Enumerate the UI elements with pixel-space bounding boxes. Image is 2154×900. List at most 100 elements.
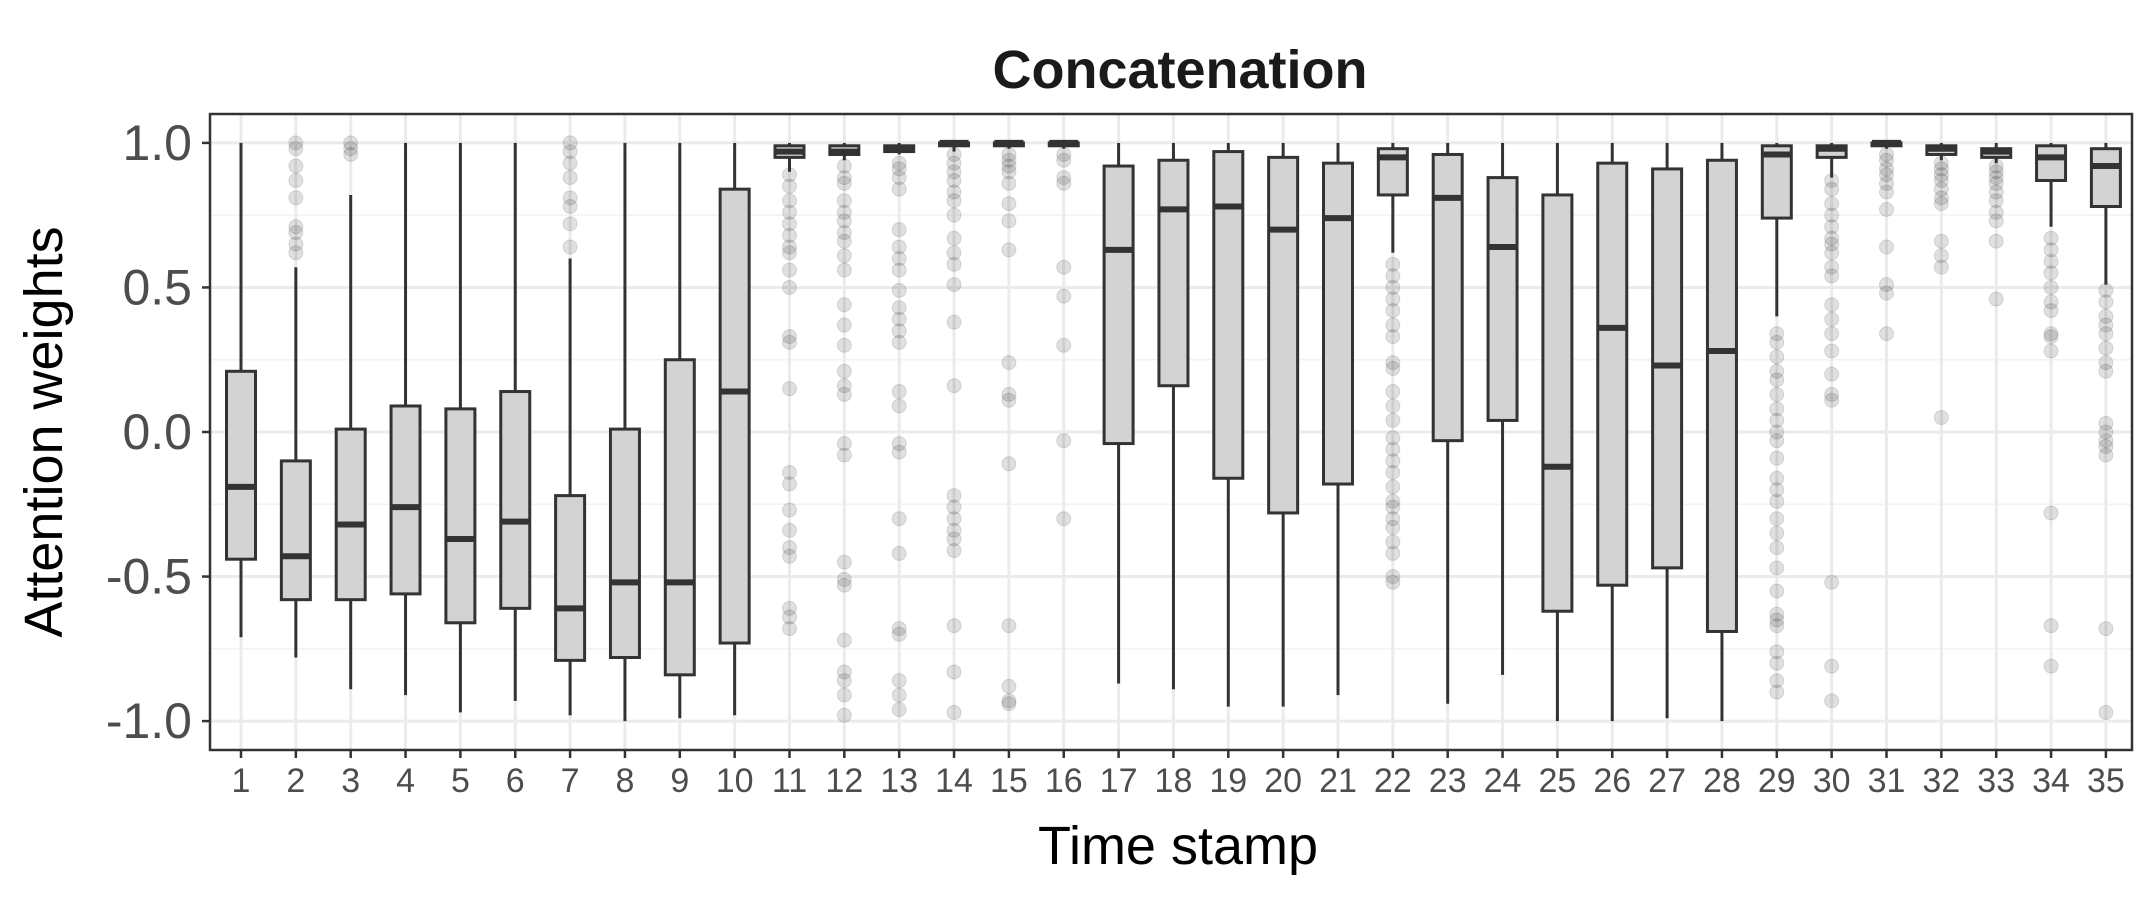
x-tick-label: 35 [2087,762,2125,800]
x-tick-label: 24 [1484,762,1522,800]
outlier-point [1769,470,1785,486]
outlier-point [1769,612,1785,628]
outlier-point [946,704,962,720]
iqr-box [1760,144,1793,220]
iqr-box [554,494,587,662]
outlier-point [2043,329,2059,345]
chart-title: Concatenation [992,40,1367,100]
outlier-point [2043,265,2059,281]
outlier-point [891,300,907,316]
y-tick-label: 0.0 [122,404,192,460]
outlier-point [946,314,962,330]
outlier-point [1769,424,1785,440]
x-tick-label: 5 [451,762,470,800]
outlier-point [1385,511,1401,527]
outlier-point [562,144,578,160]
outlier-point [891,702,907,718]
outlier-point [782,204,797,220]
outlier-point [1001,175,1017,191]
outlier-point [1385,545,1401,561]
box-28 [1705,142,1738,722]
outlier-point [1056,337,1072,353]
outlier-point [1385,499,1401,515]
outlier-point [1056,511,1072,527]
box-29 [1760,142,1793,700]
box-21 [1322,142,1354,696]
iqr-box [334,427,367,602]
outlier-point [782,522,797,538]
box-26 [1596,142,1629,722]
outlier-point [1385,355,1401,371]
outlier-point [1385,534,1401,550]
outlier-point [2043,658,2059,674]
outlier-point [1001,693,1017,709]
x-tick-label: 18 [1155,762,1193,800]
outlier-point [2043,303,2059,319]
x-tick-label: 17 [1100,762,1138,800]
outlier-point [2098,438,2114,454]
outlier-point [1824,245,1840,261]
outlier-point [1824,392,1840,408]
outlier-point [891,398,907,414]
outlier-point [946,193,962,209]
outlier-point [946,378,962,394]
outlier-point [1385,384,1401,400]
iqr-box [1486,176,1519,422]
x-tick-label: 33 [1977,762,2015,800]
outlier-point [1879,277,1894,293]
outlier-point [836,233,852,249]
outlier-point [946,511,962,527]
x-tick-label: 11 [772,762,807,800]
outlier-point [288,135,304,151]
outlier-point [782,193,797,209]
outlier-point [836,378,852,394]
iqr-box [389,404,422,596]
box-5 [444,142,477,713]
y-axis: 1.0 0.5 0.0 -0.5 -1.0 [106,115,210,749]
box-2 [279,135,312,658]
box-22 [1376,142,1409,590]
box-16 [1047,139,1080,527]
outlier-point [782,227,797,243]
outlier-point [891,262,907,278]
outlier-point [1001,213,1017,229]
outlier-point [836,193,852,209]
x-tick-label: 27 [1648,762,1686,800]
box-6 [499,142,532,701]
outlier-point [836,297,852,313]
iqr-box [499,390,532,610]
outlier-point [1056,170,1072,186]
outlier-point [946,245,962,261]
outlier-point [1001,355,1017,371]
outlier-point [1769,433,1785,449]
iqr-box [279,459,312,602]
x-tick-label: 1 [232,762,251,800]
outlier-point [1933,248,1949,264]
outlier-point [2098,294,2114,310]
outlier-point [1385,430,1401,446]
outlier-point [782,476,797,492]
outlier-point [1769,684,1785,700]
outlier-point [891,687,907,703]
outlier-point [1385,412,1401,428]
outlier-point [836,664,852,680]
outlier-point [1879,175,1894,191]
outlier-point [782,245,797,261]
x-tick-label: 16 [1045,762,1083,800]
outlier-point [1933,410,1949,426]
outlier-point [836,317,852,333]
outlier-point [1824,658,1840,674]
outlier-point [1769,583,1785,599]
outlier-point [1824,366,1840,382]
x-tick-label: 8 [615,762,634,800]
x-tick-label: 21 [1319,762,1357,800]
outlier-point [1056,288,1072,304]
outlier-point [1769,363,1785,379]
outlier-point [1824,386,1840,402]
outlier-point [1933,181,1949,197]
outlier-point [1001,456,1017,472]
outlier-point [946,207,962,223]
outlier-point [1769,334,1785,350]
outlier-point [946,522,962,538]
outlier-point [2098,704,2114,720]
